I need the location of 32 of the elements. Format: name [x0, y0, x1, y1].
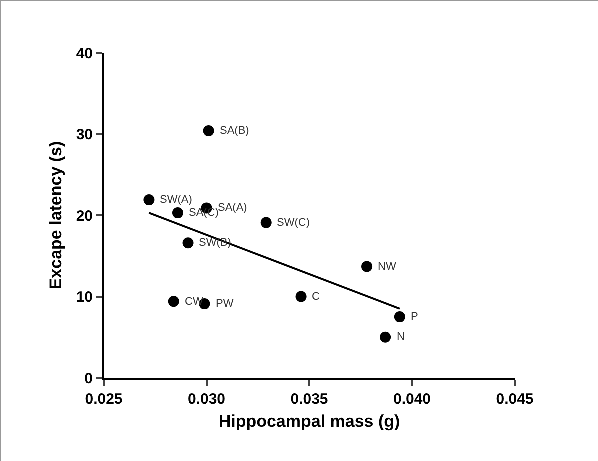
point [182, 238, 194, 249]
annotation: P [411, 311, 418, 323]
annotation: C [312, 291, 320, 303]
point [144, 194, 155, 206]
annotation: NW [378, 261, 397, 273]
y-axis-title: Excape latency (s) [46, 141, 66, 290]
annotation: SW(C) [277, 217, 310, 229]
y-tick-label: 0 [84, 370, 93, 388]
x-tick-label: 0.025 [85, 391, 123, 408]
point [296, 291, 307, 302]
point [260, 217, 272, 228]
point [172, 208, 184, 219]
annotation: SA(B) [220, 125, 250, 137]
y-tick-label: 10 [76, 289, 93, 306]
point [168, 296, 180, 308]
y-tick-label: 40 [76, 45, 93, 62]
annotation: N [397, 331, 405, 343]
x-tick-label: 0.040 [393, 391, 432, 408]
y-tick-label: 20 [76, 208, 93, 225]
point [362, 261, 373, 272]
annotation: SW(A) [160, 194, 192, 206]
annotation: SA(A) [218, 202, 248, 214]
x-tick-label: 0.045 [496, 391, 534, 408]
x-tick-label: 0.035 [290, 391, 328, 408]
point [394, 312, 406, 323]
annotation: PW [216, 298, 234, 310]
x-tick-label: 0.030 [188, 391, 226, 408]
annotation: SA(C) [189, 207, 219, 219]
point [380, 332, 392, 343]
y-tick-label: 30 [76, 126, 93, 144]
x-axis-title: Hippocampal mass (g) [218, 412, 400, 431]
point [203, 126, 214, 136]
